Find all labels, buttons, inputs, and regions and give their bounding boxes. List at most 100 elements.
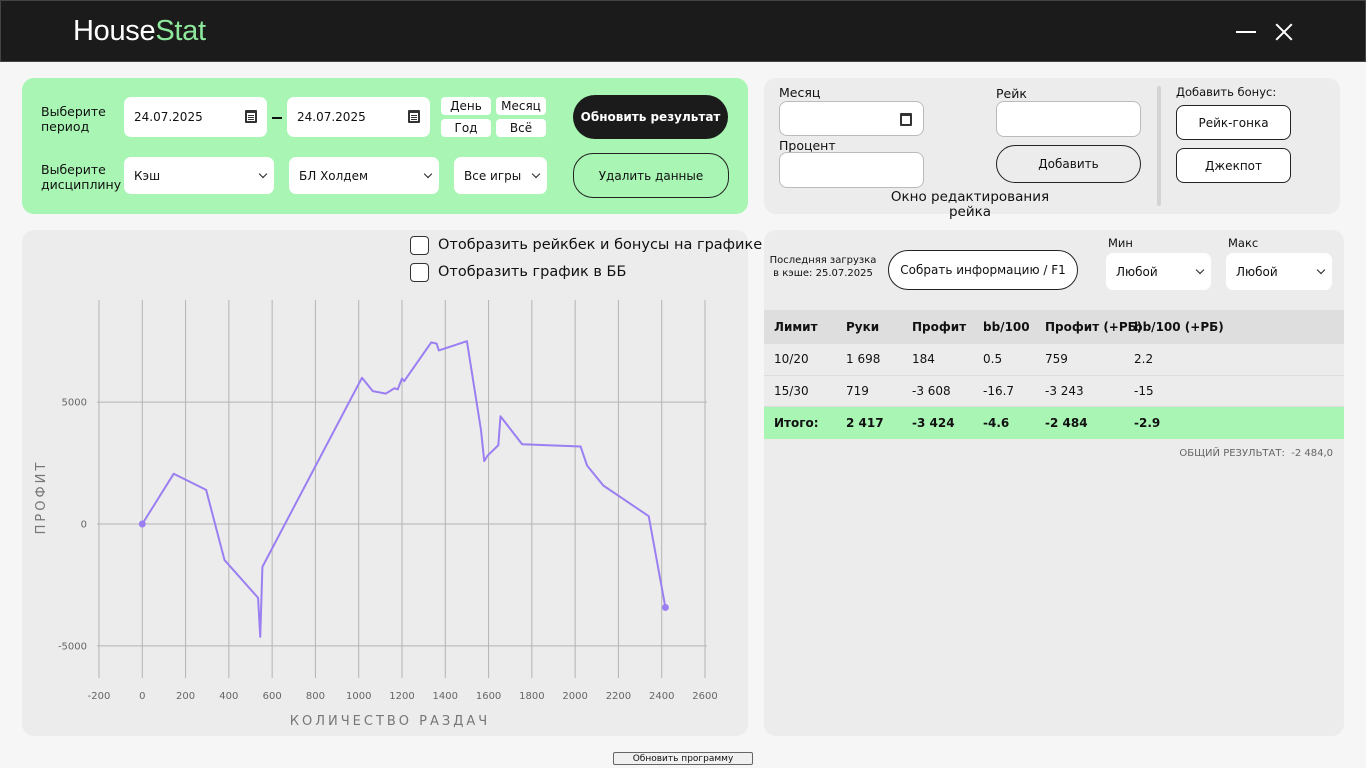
x-tick-label: 800 <box>306 691 325 702</box>
date-range-separator <box>272 117 282 119</box>
column-header: Профит (+РБ) <box>1045 319 1143 334</box>
min-select[interactable]: Любой <box>1106 253 1211 290</box>
y-tick-label: 0 <box>81 520 87 531</box>
table-row[interactable]: 15/30 719 -3 608 -16.7 -3 243 -15 <box>764 376 1344 407</box>
chevron-down-icon <box>1316 265 1326 274</box>
chevron-down-icon <box>531 169 541 178</box>
calendar-icon <box>408 110 420 123</box>
close-icon[interactable] <box>1269 17 1299 47</box>
period-label: Выберите период <box>41 104 106 134</box>
game-type-select[interactable]: Кэш <box>124 157 274 194</box>
all-button[interactable]: Всё <box>496 119 546 137</box>
refresh-results-button[interactable]: Обновить результат <box>573 95 728 139</box>
overall-result-value: -2 484,0 <box>1291 448 1333 459</box>
chevron-down-icon <box>258 169 268 178</box>
date-to-picker[interactable]: 24.07.2025 <box>287 97 430 137</box>
min-label: Мин <box>1108 236 1133 250</box>
show-rakeback-checkbox[interactable] <box>410 236 429 255</box>
overall-result: ОБЩИЙ РЕЗУЛЬТАТ: -2 484,0 <box>1100 448 1333 459</box>
table-cell: 2 417 <box>846 415 884 430</box>
x-tick-label: 1200 <box>389 691 414 702</box>
table-header: Лимит Руки Профит bb/100 Профит (+РБ) bb… <box>764 310 1344 344</box>
table-cell: 184 <box>912 352 935 367</box>
stats-panel <box>764 230 1344 736</box>
calendar-icon <box>245 110 257 123</box>
cache-status: Последняя загрузка в кэше: 25.07.2025 <box>769 255 877 279</box>
rake-editor-caption: Окно редактирования рейка <box>890 189 1050 220</box>
table-cell: -16.7 <box>983 383 1015 398</box>
bonus-label: Добавить бонус: <box>1176 85 1277 99</box>
rake-race-button[interactable]: Рейк-гонка <box>1176 105 1291 140</box>
update-program-button[interactable]: Обновить программу <box>613 752 753 765</box>
show-bb-label: Отобразить график в ББ <box>438 264 627 280</box>
x-tick-label: -200 <box>88 691 111 702</box>
x-tick-label: 1600 <box>476 691 501 702</box>
column-header: Руки <box>846 319 880 334</box>
total-row: Итого: 2 417 -3 424 -4.6 -2 484 -2.9 <box>764 407 1344 439</box>
table-cell: 2.2 <box>1134 352 1154 367</box>
show-rakeback-label: Отобразить рейкбек и бонусы на графике <box>438 237 763 253</box>
column-header: Лимит <box>774 319 818 334</box>
date-from-picker[interactable]: 24.07.2025 <box>124 97 267 137</box>
table-cell: Итого: <box>774 415 819 430</box>
max-select[interactable]: Любой <box>1226 253 1332 290</box>
variant-select[interactable]: БЛ Холдем <box>289 157 439 194</box>
chart-panel <box>22 230 748 736</box>
table-cell: -3 608 <box>912 383 951 398</box>
x-tick-label: 1800 <box>519 691 544 702</box>
table-cell: -2.9 <box>1134 415 1161 430</box>
day-button[interactable]: День <box>441 97 491 115</box>
x-tick-label: 2200 <box>606 691 631 702</box>
table-cell: 719 <box>846 383 869 398</box>
x-tick-label: 2000 <box>562 691 587 702</box>
max-label: Макс <box>1228 236 1259 250</box>
column-header: Профит <box>912 319 967 334</box>
column-header: bb/100 <box>983 319 1030 334</box>
percent-label: Процент <box>779 138 836 153</box>
table-cell: -4.6 <box>983 415 1010 430</box>
minimize-icon[interactable] <box>1232 17 1262 47</box>
rake-editor-panel <box>764 78 1340 214</box>
calendar-icon <box>900 113 912 126</box>
month-label: Месяц <box>779 85 821 100</box>
discipline-label: Выберите дисциплину <box>41 162 122 192</box>
jackpot-button[interactable]: Джекпот <box>1176 148 1291 183</box>
table-cell: -2 484 <box>1045 415 1088 430</box>
x-tick-label: 1000 <box>346 691 371 702</box>
end-point <box>661 603 669 611</box>
table-cell: 15/30 <box>774 383 809 398</box>
x-tick-label: 200 <box>176 691 195 702</box>
rake-field[interactable] <box>996 101 1141 137</box>
column-header: bb/100 (+РБ) <box>1134 319 1224 334</box>
table-cell: 0.5 <box>983 352 1003 367</box>
stats-table: Лимит Руки Профит bb/100 Профит (+РБ) bb… <box>764 310 1344 439</box>
add-rake-button[interactable]: Добавить <box>996 145 1141 183</box>
x-tick-label: 2400 <box>649 691 674 702</box>
x-tick-label: 0 <box>139 691 145 702</box>
chevron-down-icon <box>423 169 433 178</box>
y-axis-label: ПРОФИТ <box>34 460 49 535</box>
table-cell: 759 <box>1045 352 1068 367</box>
start-point <box>138 520 146 528</box>
table-cell: 10/20 <box>774 352 809 367</box>
year-button[interactable]: Год <box>441 119 491 137</box>
vertical-separator <box>1157 86 1161 206</box>
collect-info-button[interactable]: Собрать информацию / F1 <box>888 250 1078 290</box>
month-field[interactable] <box>779 101 924 136</box>
table-row[interactable]: 10/20 1 698 184 0.5 759 2.2 <box>764 344 1344 376</box>
y-tick-label: -5000 <box>58 641 87 652</box>
delete-data-button[interactable]: Удалить данные <box>573 153 729 198</box>
percent-field[interactable] <box>779 152 924 188</box>
x-tick-label: 400 <box>219 691 238 702</box>
profit-chart: -200 0 200 400 600 800 1000 1200 1400 1600 1800 200… <box>34 300 718 729</box>
profit-line <box>141 340 667 638</box>
show-bb-checkbox[interactable] <box>410 263 429 282</box>
table-cell: 1 698 <box>846 352 881 367</box>
games-select[interactable]: Все игры <box>454 157 547 194</box>
x-tick-label: 2600 <box>692 691 717 702</box>
x-tick-label: 1400 <box>433 691 458 702</box>
chevron-down-icon <box>1195 265 1205 274</box>
month-button[interactable]: Месяц <box>496 97 546 115</box>
x-tick-label: 600 <box>263 691 282 702</box>
table-cell: -3 243 <box>1045 383 1084 398</box>
